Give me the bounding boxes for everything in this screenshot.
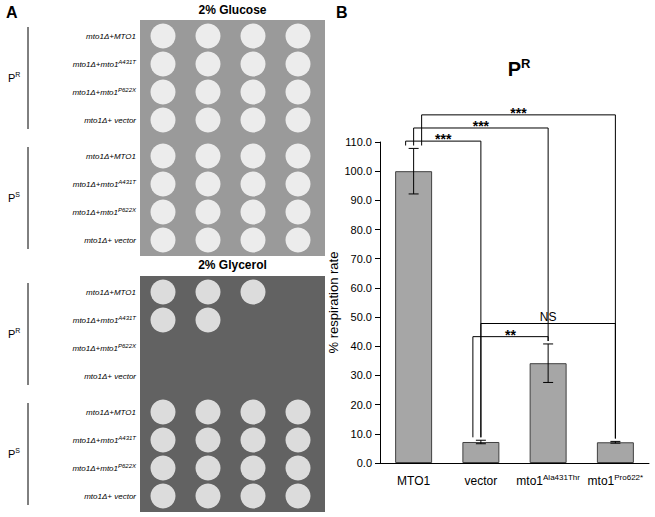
- svg-text:mto1Δ+MTO1: mto1Δ+MTO1: [86, 32, 136, 41]
- svg-text:A431T: A431T: [117, 315, 137, 321]
- svg-text:A431T: A431T: [117, 59, 137, 65]
- svg-text:mto1Δ+ vector: mto1Δ+ vector: [84, 116, 136, 125]
- svg-text:% respiration rate: % respiration rate: [326, 252, 341, 354]
- svg-text:B: B: [336, 4, 348, 21]
- svg-text:A431T: A431T: [117, 435, 137, 441]
- svg-text:P622X: P622X: [118, 463, 137, 469]
- svg-text:20.0: 20.0: [351, 399, 372, 411]
- svg-text:Ala431Thr: Ala431Thr: [543, 473, 580, 482]
- svg-text:0.0: 0.0: [357, 457, 372, 469]
- svg-text:P622X: P622X: [118, 87, 137, 93]
- svg-text:mto1Δ+MTO1: mto1Δ+MTO1: [86, 288, 136, 297]
- svg-text:mto1Δ+mto1: mto1Δ+mto1: [73, 436, 119, 445]
- svg-text:mto1: mto1: [516, 474, 543, 488]
- svg-text:mto1Δ+ vector: mto1Δ+ vector: [84, 372, 136, 381]
- svg-text:mto1Δ+mto1: mto1Δ+mto1: [72, 208, 118, 217]
- svg-text:A: A: [6, 4, 18, 21]
- svg-text:**: **: [505, 327, 516, 343]
- svg-text:mto1Δ+mto1: mto1Δ+mto1: [72, 464, 118, 473]
- svg-text:mto1Δ+MTO1: mto1Δ+MTO1: [86, 152, 136, 161]
- svg-text:P: P: [8, 72, 15, 84]
- svg-text:P: P: [508, 58, 521, 80]
- svg-text:P622X: P622X: [118, 343, 137, 349]
- svg-text:P: P: [8, 328, 15, 340]
- svg-text:mto1Δ+ vector: mto1Δ+ vector: [84, 236, 136, 245]
- svg-text:S: S: [15, 191, 20, 198]
- svg-text:vector: vector: [465, 474, 498, 488]
- svg-text:2% Glycerol: 2% Glycerol: [198, 258, 267, 272]
- svg-text:10.0: 10.0: [351, 428, 372, 440]
- svg-text:Pro622*: Pro622*: [614, 473, 643, 482]
- svg-text:80.0: 80.0: [351, 224, 372, 236]
- svg-text:***: ***: [473, 118, 490, 134]
- svg-text:R: R: [15, 71, 20, 78]
- svg-text:S: S: [15, 447, 20, 454]
- svg-text:P: P: [8, 448, 15, 460]
- svg-text:R: R: [15, 327, 20, 334]
- svg-text:MTO1: MTO1: [397, 474, 430, 488]
- svg-text:70.0: 70.0: [351, 253, 372, 265]
- svg-text:30.0: 30.0: [351, 369, 372, 381]
- svg-text:A431T: A431T: [117, 179, 137, 185]
- svg-text:100.0: 100.0: [344, 165, 372, 177]
- svg-text:mto1Δ+mto1: mto1Δ+mto1: [73, 60, 119, 69]
- svg-text:P: P: [8, 192, 15, 204]
- svg-text:mto1Δ+mto1: mto1Δ+mto1: [72, 88, 118, 97]
- svg-text:90.0: 90.0: [351, 194, 372, 206]
- svg-text:mto1Δ+mto1: mto1Δ+mto1: [72, 344, 118, 353]
- svg-text:2% Glucose: 2% Glucose: [198, 3, 266, 17]
- svg-text:50.0: 50.0: [351, 311, 372, 323]
- svg-text:mto1Δ+ vector: mto1Δ+ vector: [84, 492, 136, 501]
- svg-text:mto1: mto1: [588, 474, 615, 488]
- svg-text:***: ***: [435, 131, 452, 147]
- svg-text:R: R: [521, 56, 531, 71]
- svg-text:60.0: 60.0: [351, 282, 372, 294]
- svg-text:mto1Δ+mto1: mto1Δ+mto1: [73, 316, 119, 325]
- svg-text:40.0: 40.0: [351, 340, 372, 352]
- svg-text:mto1Δ+MTO1: mto1Δ+MTO1: [86, 408, 136, 417]
- svg-text:NS: NS: [540, 310, 557, 324]
- svg-text:110.0: 110.0: [345, 136, 372, 148]
- svg-text:P622X: P622X: [118, 207, 137, 213]
- svg-text:***: ***: [510, 105, 527, 121]
- svg-text:mto1Δ+mto1: mto1Δ+mto1: [73, 180, 119, 189]
